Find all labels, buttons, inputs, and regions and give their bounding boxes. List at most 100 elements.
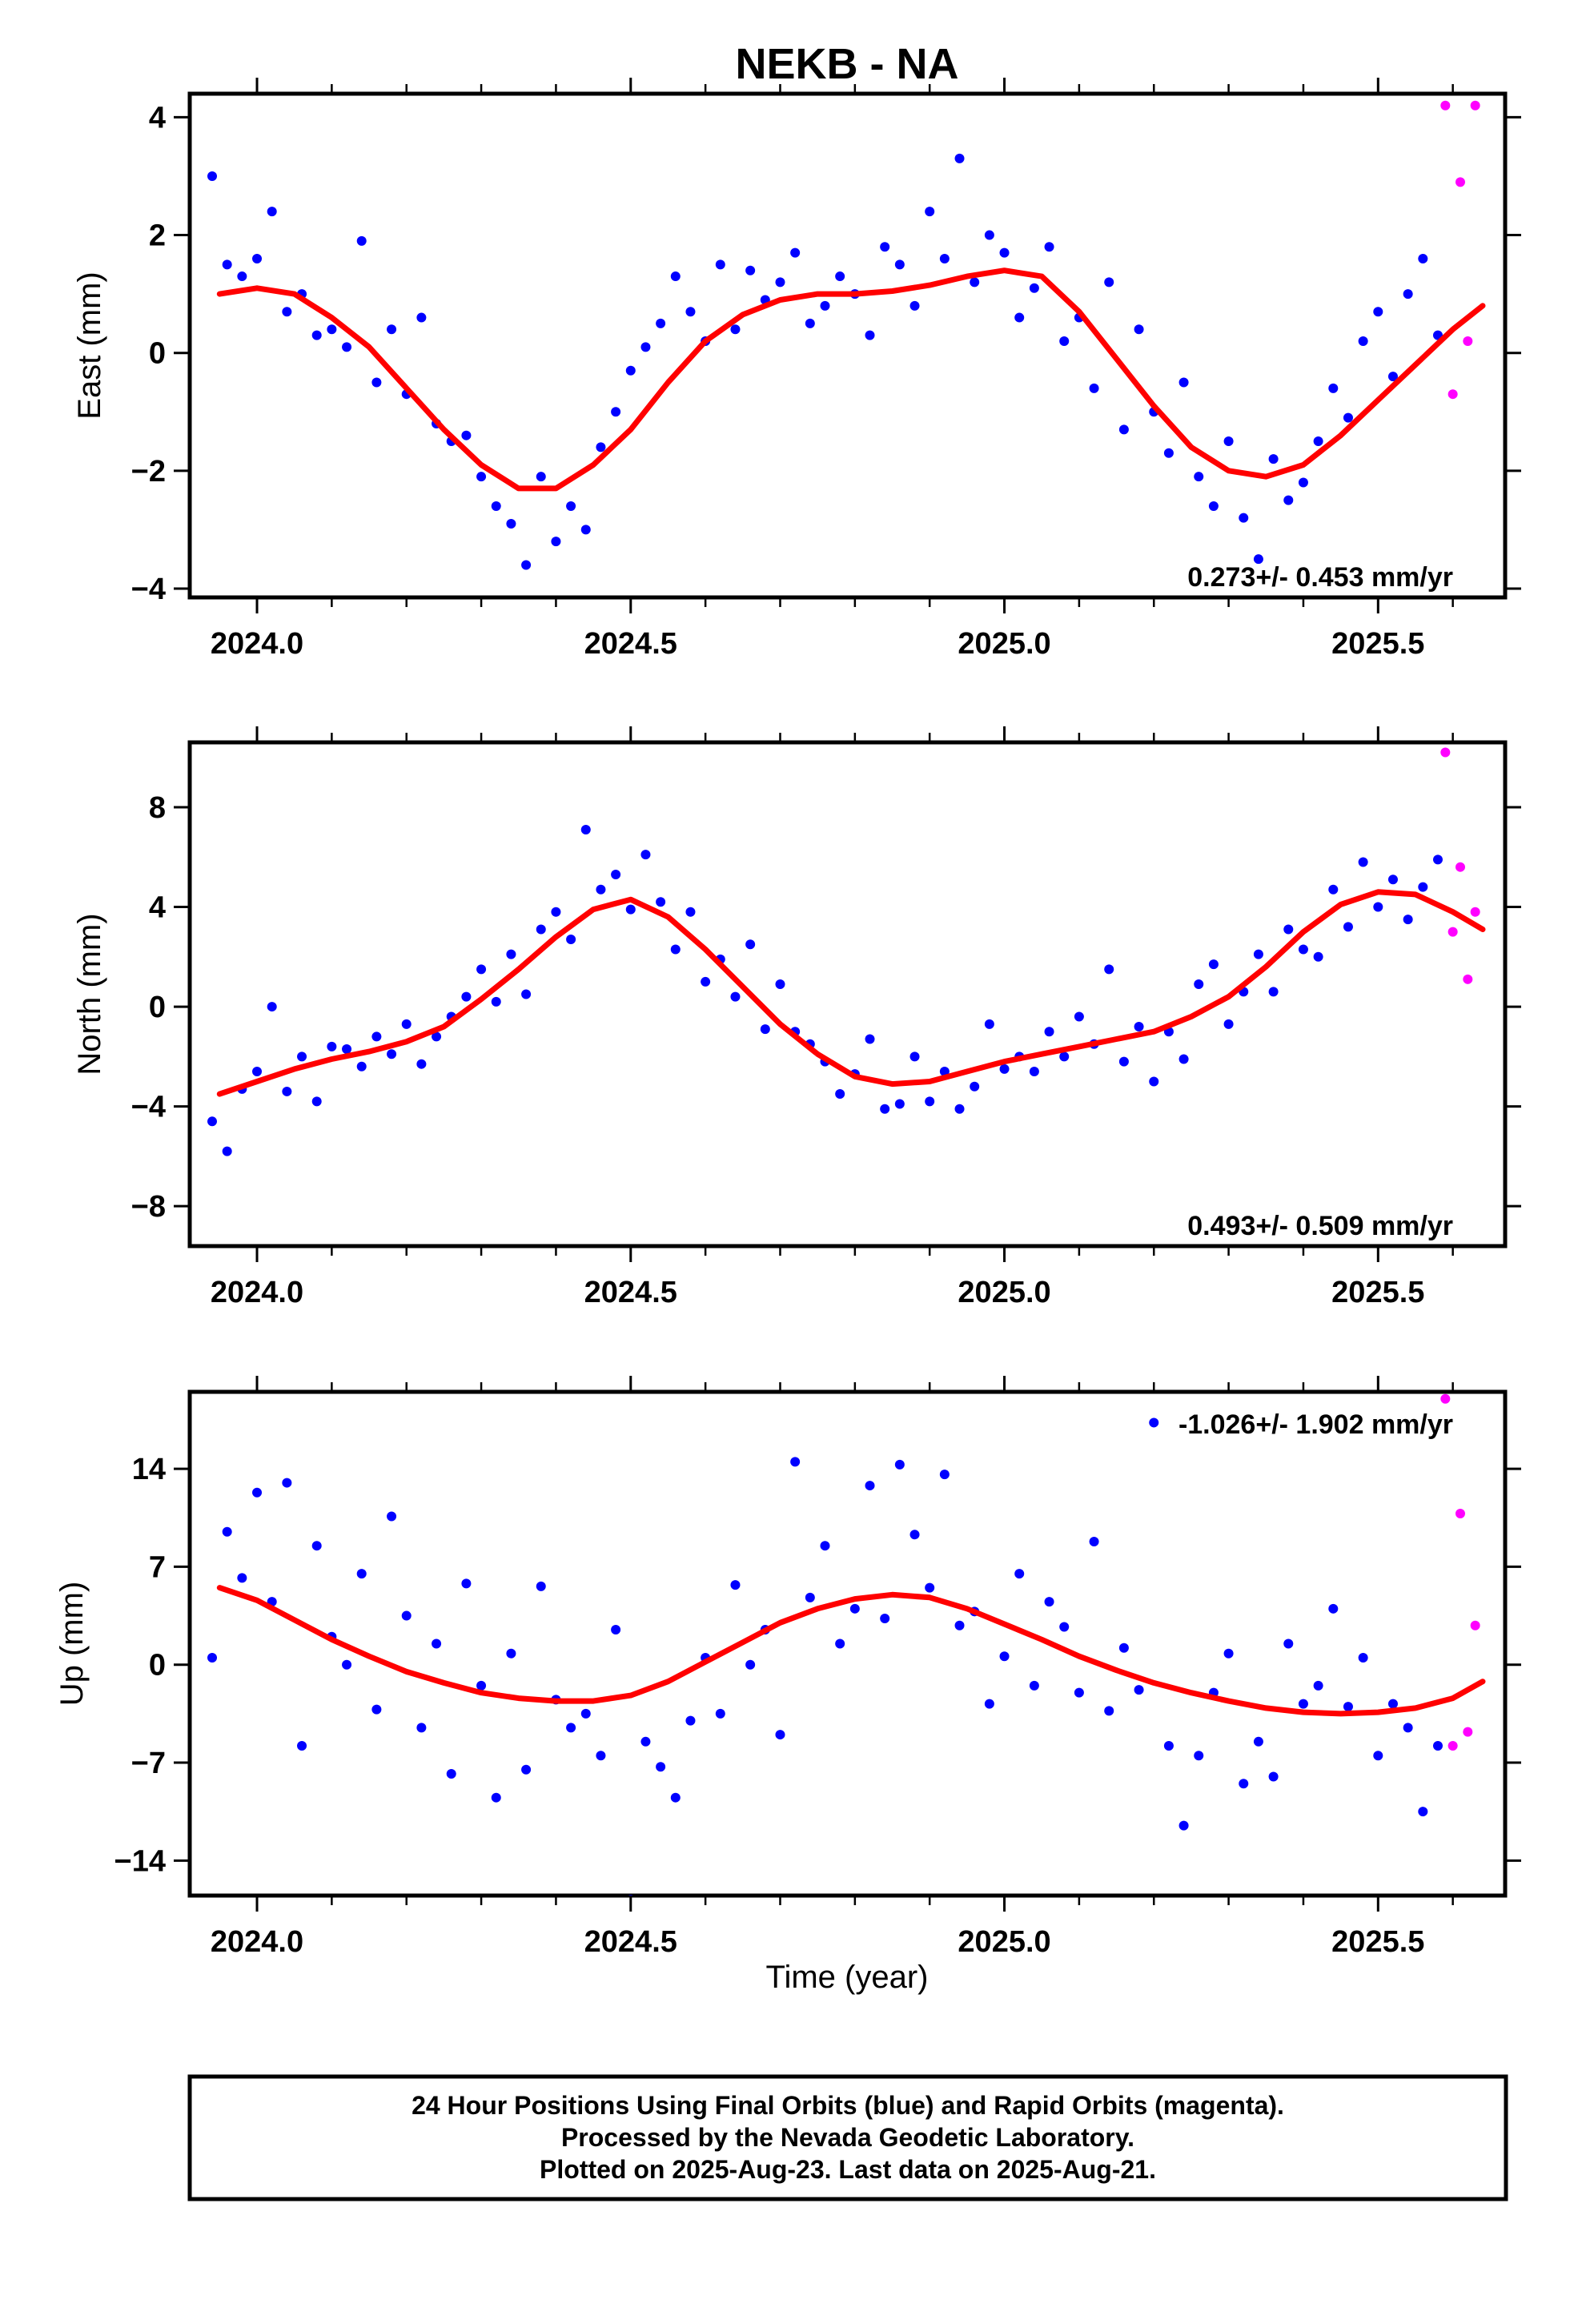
final-orbit-point — [954, 1620, 965, 1630]
final-orbit-point — [1029, 1680, 1039, 1691]
final-orbit-point — [356, 1569, 367, 1579]
final-orbit-point — [536, 472, 546, 482]
final-orbit-point — [1418, 1807, 1428, 1817]
final-orbit-point — [506, 949, 516, 959]
y-tick-label: 0 — [149, 991, 166, 1024]
final-orbit-point — [1283, 495, 1294, 505]
data-layer — [207, 100, 1486, 570]
final-orbit-point — [267, 207, 277, 217]
final-orbit-point — [1268, 987, 1279, 997]
final-orbit-point — [1059, 1622, 1070, 1632]
final-orbit-point — [237, 271, 247, 282]
final-orbit-point — [865, 330, 875, 340]
final-orbit-point — [670, 271, 681, 282]
x-tick-label: 2024.0 — [211, 627, 303, 661]
final-orbit-point — [1223, 1019, 1234, 1029]
final-orbit-point — [925, 1096, 935, 1107]
y-tick-label: 0 — [149, 337, 166, 371]
final-orbit-point — [1074, 1687, 1084, 1698]
final-orbit-point — [1014, 312, 1025, 323]
final-orbit-point — [371, 1704, 382, 1715]
final-orbit-point — [371, 377, 382, 388]
final-orbit-point — [596, 442, 606, 452]
final-orbit-point — [551, 537, 561, 547]
x-tick-label: 2024.0 — [211, 1276, 303, 1309]
y-tick-label: −4 — [131, 573, 166, 606]
final-orbit-point — [865, 1481, 875, 1491]
final-orbit-point — [835, 1089, 845, 1100]
final-orbit-point — [252, 1487, 263, 1498]
final-orbit-point — [611, 1625, 621, 1635]
final-orbit-point — [1373, 307, 1383, 317]
final-orbit-point — [1313, 951, 1323, 962]
final-orbit-point — [282, 307, 292, 317]
final-orbit-point — [491, 996, 501, 1007]
final-orbit-point — [775, 979, 785, 990]
fit-line — [216, 267, 1486, 492]
final-orbit-point — [909, 300, 920, 311]
rapid-orbit-point — [1440, 747, 1451, 758]
y-tick-label: 2 — [149, 219, 166, 253]
x-tick-label: 2025.5 — [1331, 1276, 1424, 1309]
final-orbit-point — [222, 1146, 232, 1156]
final-orbit-point — [297, 1051, 307, 1062]
y-tick-label: −2 — [131, 455, 166, 489]
final-orbit-point — [925, 207, 935, 217]
final-orbit-point — [670, 1792, 681, 1803]
y-tick-label: −14 — [114, 1844, 166, 1878]
final-orbit-point — [625, 904, 636, 915]
final-orbit-point — [820, 300, 830, 311]
rapid-orbit-point — [1447, 389, 1458, 400]
x-tick-label: 2024.5 — [584, 1276, 677, 1309]
final-orbit-point — [476, 964, 487, 975]
x-tick-label: 2024.0 — [211, 1925, 303, 1959]
final-orbit-point — [342, 1044, 352, 1055]
data-layer — [207, 1393, 1486, 1896]
final-orbit-point — [1134, 1685, 1144, 1695]
caption-line-1: 24 Hour Positions Using Final Orbits (bl… — [412, 2091, 1284, 2120]
y-tick-label: −4 — [131, 1091, 166, 1124]
final-orbit-point — [371, 1031, 382, 1042]
y-tick-label: −8 — [131, 1190, 166, 1224]
final-orbit-point — [432, 1031, 442, 1042]
final-orbit-point — [521, 989, 532, 999]
final-orbit-point — [880, 242, 890, 252]
final-orbit-point — [730, 324, 741, 335]
rapid-orbit-point — [1455, 177, 1465, 187]
final-orbit-point — [1178, 1054, 1189, 1064]
x-tick-label: 2025.5 — [1331, 1925, 1424, 1959]
final-orbit-point — [628, 1895, 633, 1896]
final-orbit-point — [401, 1019, 412, 1029]
final-orbit-point — [790, 1457, 801, 1467]
x-tick-label: 2025.5 — [1331, 627, 1424, 661]
final-orbit-point — [1418, 253, 1428, 263]
rapid-orbit-point — [1463, 974, 1473, 984]
final-orbit-point — [327, 324, 337, 335]
y-tick-label: 8 — [149, 791, 166, 825]
final-orbit-point — [925, 1582, 935, 1593]
final-orbit-point — [1313, 1680, 1323, 1691]
final-orbit-point — [1208, 959, 1219, 970]
caption-line-3: Plotted on 2025-Aug-23. Last data on 202… — [540, 2155, 1156, 2184]
final-orbit-point — [1239, 513, 1249, 523]
y-axis-label: North (mm) — [72, 913, 107, 1075]
final-orbit-point — [1432, 854, 1443, 865]
final-orbit-point — [1014, 1569, 1025, 1579]
final-orbit-point — [356, 1061, 367, 1072]
final-orbit-point — [1328, 1603, 1339, 1614]
final-orbit-point — [1253, 1736, 1263, 1747]
final-orbit-point — [939, 253, 950, 263]
final-orbit-point — [939, 1470, 950, 1480]
final-orbit-point — [416, 1723, 427, 1733]
final-orbit-point — [745, 1659, 756, 1670]
final-orbit-point — [894, 259, 905, 270]
final-orbit-point — [1403, 915, 1413, 925]
plot-frame — [187, 91, 1508, 600]
final-orbit-point — [715, 1708, 725, 1719]
final-orbit-point — [1134, 324, 1144, 335]
final-orbit-point — [999, 1063, 1010, 1074]
final-orbit-point — [551, 907, 561, 917]
final-orbit-point — [267, 1002, 277, 1012]
final-orbit-point — [1387, 1699, 1398, 1709]
